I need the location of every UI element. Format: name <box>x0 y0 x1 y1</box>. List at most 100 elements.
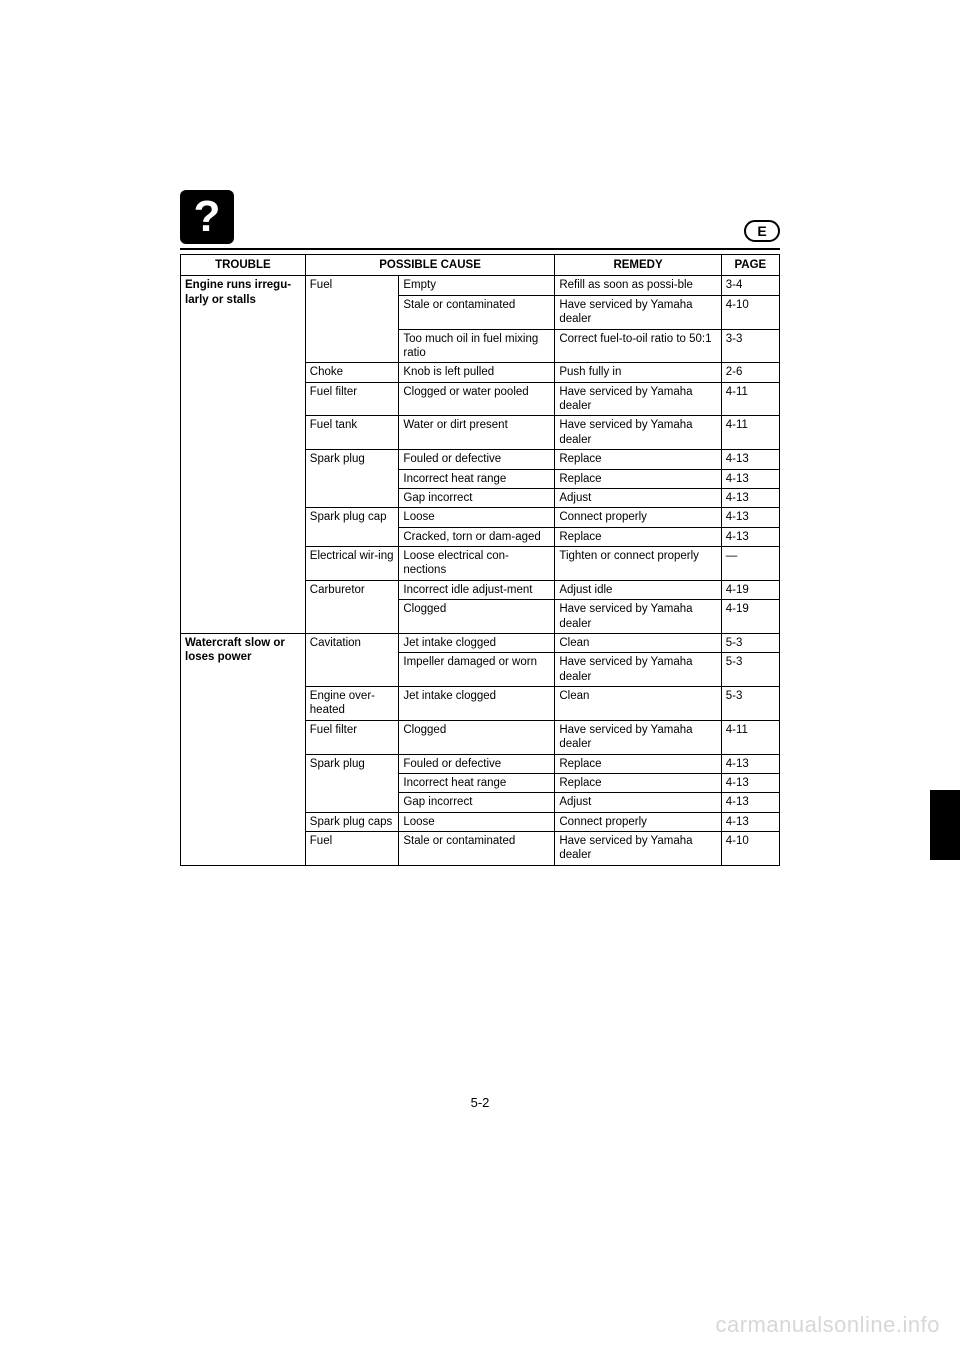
cause-detail-cell: Clogged <box>399 600 555 634</box>
page-ref-cell: 4-11 <box>721 416 779 450</box>
cause-detail-cell: Water or dirt present <box>399 416 555 450</box>
cause-category-cell: Engine over-heated <box>305 687 399 721</box>
remedy-cell: Connect properly <box>555 812 721 831</box>
page-ref-cell: 4-11 <box>721 720 779 754</box>
question-glyph: ? <box>194 195 221 239</box>
cause-category-cell: Electrical wir-ing <box>305 547 399 581</box>
cause-category-cell: Fuel filter <box>305 720 399 754</box>
remedy-cell: Refill as soon as possi-ble <box>555 276 721 295</box>
remedy-cell: Have serviced by Yamaha dealer <box>555 382 721 416</box>
remedy-cell: Replace <box>555 450 721 469</box>
page-ref-cell: 4-13 <box>721 469 779 488</box>
remedy-cell: Clean <box>555 633 721 652</box>
cause-category-cell: Spark plug cap <box>305 508 399 547</box>
remedy-cell: Adjust <box>555 793 721 812</box>
page-ref-cell: 4-10 <box>721 832 779 866</box>
remedy-cell: Have serviced by Yamaha dealer <box>555 720 721 754</box>
cause-detail-cell: Incorrect heat range <box>399 773 555 792</box>
cause-detail-cell: Cracked, torn or dam-aged <box>399 527 555 546</box>
page-header: ? E <box>180 190 780 250</box>
cause-detail-cell: Fouled or defective <box>399 754 555 773</box>
page-ref-cell: 4-11 <box>721 382 779 416</box>
page-ref-cell: 4-13 <box>721 812 779 831</box>
page-ref-cell: 4-13 <box>721 488 779 507</box>
page-ref-cell: 2-6 <box>721 363 779 382</box>
cause-detail-cell: Knob is left pulled <box>399 363 555 382</box>
troubleshooting-table: TROUBLE POSSIBLE CAUSE REMEDY PAGE Engin… <box>180 254 780 866</box>
cause-category-cell: Carburetor <box>305 580 399 633</box>
page-ref-cell: 3-3 <box>721 329 779 363</box>
col-page: PAGE <box>721 255 779 276</box>
cause-category-cell: Fuel <box>305 276 399 363</box>
cause-detail-cell: Fouled or defective <box>399 450 555 469</box>
cause-detail-cell: Stale or contaminated <box>399 832 555 866</box>
page-number: 5-2 <box>0 1095 960 1110</box>
trouble-cell: Engine runs irregu-larly or stalls <box>181 276 306 634</box>
page-ref-cell: 4-13 <box>721 527 779 546</box>
page-ref-cell: 4-13 <box>721 450 779 469</box>
cause-detail-cell: Loose <box>399 508 555 527</box>
page-ref-cell: 4-13 <box>721 793 779 812</box>
page-ref-cell: 3-4 <box>721 276 779 295</box>
remedy-cell: Correct fuel-to-oil ratio to 50:1 <box>555 329 721 363</box>
remedy-cell: Push fully in <box>555 363 721 382</box>
remedy-cell: Have serviced by Yamaha dealer <box>555 653 721 687</box>
page-ref-cell: 4-13 <box>721 754 779 773</box>
cause-detail-cell: Loose <box>399 812 555 831</box>
remedy-cell: Adjust <box>555 488 721 507</box>
remedy-cell: Replace <box>555 754 721 773</box>
table-body: Engine runs irregu-larly or stallsFuelEm… <box>181 276 780 865</box>
remedy-cell: Have serviced by Yamaha dealer <box>555 832 721 866</box>
cause-detail-cell: Gap incorrect <box>399 488 555 507</box>
remedy-cell: Have serviced by Yamaha dealer <box>555 416 721 450</box>
remedy-cell: Replace <box>555 773 721 792</box>
page-ref-cell: 4-10 <box>721 295 779 329</box>
cause-category-cell: Cavitation <box>305 633 399 686</box>
cause-category-cell: Fuel <box>305 832 399 866</box>
remedy-cell: Have serviced by Yamaha dealer <box>555 295 721 329</box>
table-header-row: TROUBLE POSSIBLE CAUSE REMEDY PAGE <box>181 255 780 276</box>
cause-detail-cell: Stale or contaminated <box>399 295 555 329</box>
page-ref-cell: — <box>721 547 779 581</box>
remedy-cell: Have serviced by Yamaha dealer <box>555 600 721 634</box>
remedy-cell: Adjust idle <box>555 580 721 599</box>
page-ref-cell: 4-13 <box>721 773 779 792</box>
cause-detail-cell: Too much oil in fuel mixing ratio <box>399 329 555 363</box>
col-trouble: TROUBLE <box>181 255 306 276</box>
cause-detail-cell: Impeller damaged or worn <box>399 653 555 687</box>
trouble-cell: Watercraft slow or loses power <box>181 633 306 865</box>
remedy-cell: Replace <box>555 469 721 488</box>
cause-category-cell: Fuel tank <box>305 416 399 450</box>
remedy-cell: Connect properly <box>555 508 721 527</box>
col-remedy: REMEDY <box>555 255 721 276</box>
remedy-cell: Replace <box>555 527 721 546</box>
cause-detail-cell: Loose electrical con-nections <box>399 547 555 581</box>
page-ref-cell: 4-13 <box>721 508 779 527</box>
language-badge: E <box>744 220 780 242</box>
cause-detail-cell: Gap incorrect <box>399 793 555 812</box>
cause-detail-cell: Jet intake clogged <box>399 633 555 652</box>
cause-detail-cell: Empty <box>399 276 555 295</box>
question-icon: ? <box>180 190 234 244</box>
page-ref-cell: 5-3 <box>721 653 779 687</box>
cause-detail-cell: Jet intake clogged <box>399 687 555 721</box>
watermark: carmanualsonline.info <box>715 1312 940 1338</box>
page-ref-cell: 4-19 <box>721 580 779 599</box>
table-row: Watercraft slow or loses powerCavitation… <box>181 633 780 652</box>
cause-category-cell: Spark plug <box>305 754 399 812</box>
page-ref-cell: 5-3 <box>721 633 779 652</box>
cause-detail-cell: Clogged <box>399 720 555 754</box>
remedy-cell: Clean <box>555 687 721 721</box>
cause-detail-cell: Incorrect idle adjust-ment <box>399 580 555 599</box>
cause-category-cell: Spark plug <box>305 450 399 508</box>
table-row: Engine runs irregu-larly or stallsFuelEm… <box>181 276 780 295</box>
cause-category-cell: Spark plug caps <box>305 812 399 831</box>
cause-category-cell: Fuel filter <box>305 382 399 416</box>
cause-detail-cell: Clogged or water pooled <box>399 382 555 416</box>
cause-detail-cell: Incorrect heat range <box>399 469 555 488</box>
page-ref-cell: 4-19 <box>721 600 779 634</box>
col-possible-cause: POSSIBLE CAUSE <box>305 255 555 276</box>
section-tab <box>930 790 960 860</box>
remedy-cell: Tighten or connect properly <box>555 547 721 581</box>
cause-category-cell: Choke <box>305 363 399 382</box>
